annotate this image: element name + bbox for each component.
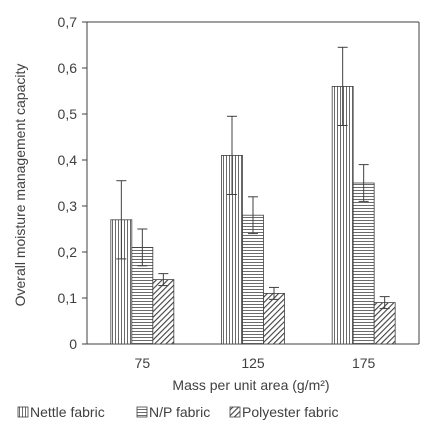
legend-label: Polyester fabric xyxy=(242,404,338,420)
x-tick-label: 125 xyxy=(241,355,265,371)
y-axis-title: Overall moisture management capacity xyxy=(12,64,28,307)
x-axis-title: Mass per unit area (g/m²) xyxy=(172,377,329,393)
y-tick-label: 0,5 xyxy=(58,106,78,122)
bars xyxy=(110,46,396,345)
y-tick-label: 0,4 xyxy=(58,152,78,168)
y-tick-label: 0,6 xyxy=(58,60,78,76)
x-tick-label: 175 xyxy=(352,355,376,371)
legend: Nettle fabric N/P fabric Polyester fabric xyxy=(17,404,338,420)
y-axis-ticks: 0 0,1 0,2 0,3 0,4 0,5 0,6 0,7 xyxy=(58,14,87,352)
legend-swatch xyxy=(17,406,29,418)
legend-swatch xyxy=(136,406,148,418)
legend-label: N/P fabric xyxy=(149,404,210,420)
bar xyxy=(152,279,175,345)
bar xyxy=(352,182,375,345)
y-tick-label: 0,1 xyxy=(58,290,78,306)
legend-swatch xyxy=(229,406,241,418)
x-tick-label: 75 xyxy=(135,355,151,371)
y-tick-label: 0,3 xyxy=(58,198,78,214)
bar xyxy=(263,292,285,345)
y-tick-label: 0,7 xyxy=(58,14,78,30)
y-tick-label: 0 xyxy=(69,336,77,352)
bar xyxy=(242,214,264,345)
x-axis-ticks: 75 125 175 xyxy=(135,355,376,371)
legend-label: Nettle fabric xyxy=(30,404,105,420)
y-tick-label: 0,2 xyxy=(58,244,78,260)
